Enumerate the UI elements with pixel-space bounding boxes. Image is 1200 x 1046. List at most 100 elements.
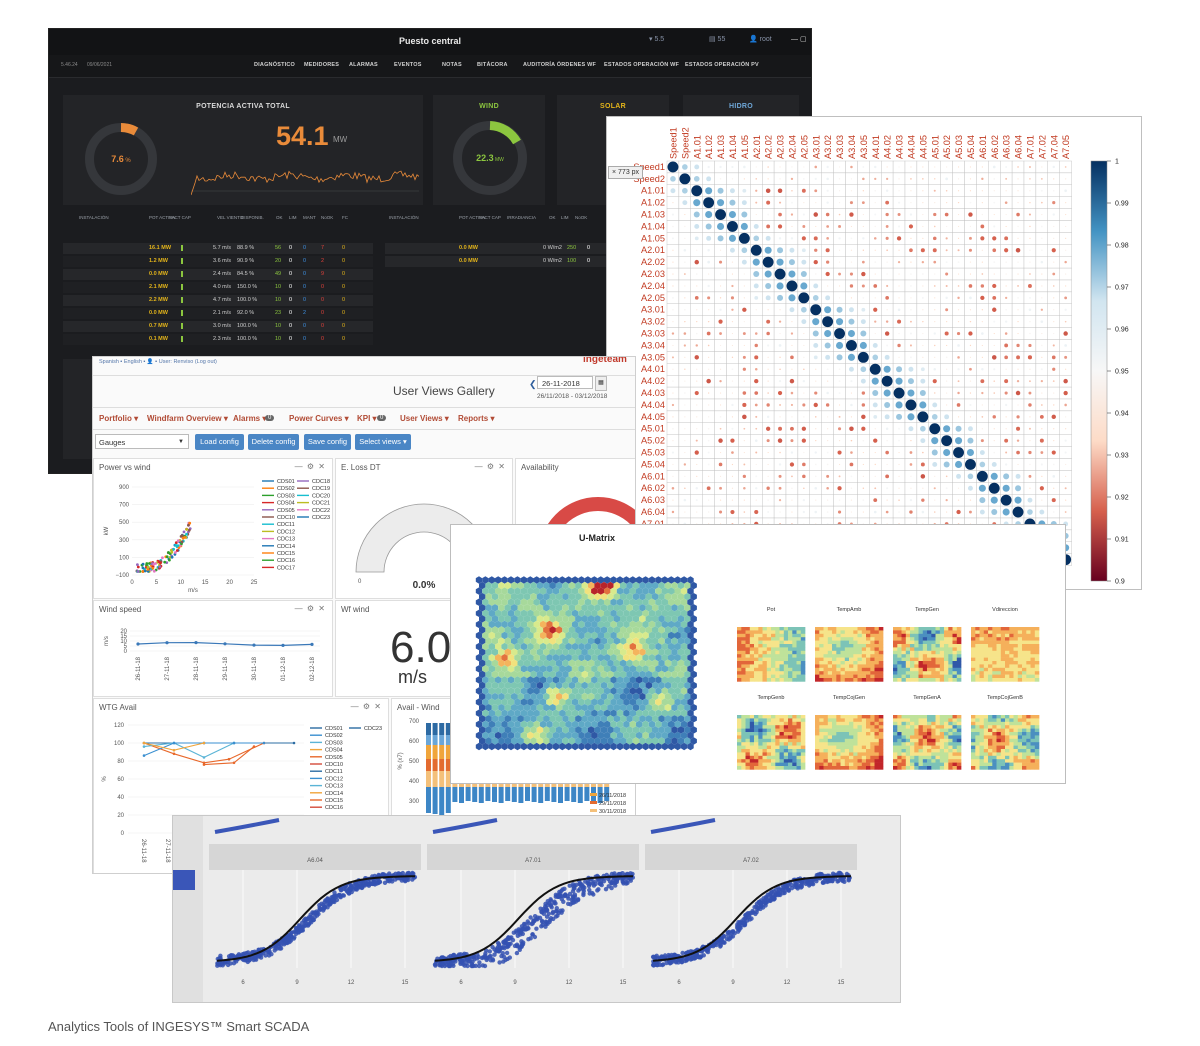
nav-estados-wf[interactable]: ESTADOS OPERACIÓN WF (604, 62, 680, 68)
hex-cell (543, 593, 550, 601)
data-point (141, 562, 145, 566)
hex-cell (587, 715, 595, 723)
widget-controls[interactable]: — ⚙ ✕ (294, 604, 326, 613)
corr-dot (741, 259, 747, 265)
table-row[interactable]: 0.7 MW 3.0 m/s 100.0 % 10 0 0 0 0 (63, 321, 373, 332)
corr-dot (719, 356, 722, 359)
hex-cell (636, 654, 643, 662)
menu-user-views[interactable]: User Views ▾ (400, 414, 449, 423)
widget-title: Power vs wind (99, 463, 151, 472)
corr-dot (826, 391, 829, 395)
hex-cell (491, 737, 499, 745)
hex-cell (636, 642, 643, 651)
menu-kpi[interactable]: KPI ▾ (357, 414, 377, 423)
table-cell: 88.9 % (237, 245, 255, 251)
select-views-button[interactable]: Select views ▾ (355, 434, 411, 450)
date-label: 09/06/2021 (87, 62, 113, 68)
column-header: POT ACTIVA (149, 215, 176, 220)
column-header: INSTALACIÓN (79, 215, 109, 220)
hex-cell (632, 670, 640, 679)
hex-cell (578, 687, 585, 695)
menu-reports[interactable]: Reports ▾ (458, 414, 495, 423)
hex-cell (626, 626, 633, 634)
widget-controls[interactable]: — ⚙ ✕ (350, 702, 382, 711)
nav-eventos[interactable]: EVENTOS (394, 62, 422, 68)
table-row[interactable]: 0.0 MW 2.1 m/s 92.0 % 23 0 2 0 0 (63, 308, 373, 319)
hex-cell (642, 576, 649, 584)
menu-power-curves[interactable]: Power Curves ▾ (289, 414, 349, 423)
menu-windfarm-overview[interactable]: Windfarm Overview ▾ (147, 414, 228, 423)
table-row[interactable]: 1.2 MW 3.6 m/s 90.9 % 20 0 0 2 0 (63, 256, 373, 267)
corr-dot (873, 284, 878, 288)
corr-dot (1014, 496, 1022, 504)
corr-dot (1015, 473, 1021, 479)
save-config-button[interactable]: Save config (304, 434, 351, 450)
widget-controls[interactable]: — ⚙ ✕ (294, 462, 326, 471)
corr-dot (934, 202, 936, 204)
hex-cell (680, 731, 688, 740)
corr-dot (718, 319, 723, 324)
table-row[interactable]: 0.0 MW 2.4 m/s 84.5 % 49 0 0 9 0 (63, 269, 373, 280)
user-menu[interactable]: 👤 root (749, 36, 772, 43)
table-row[interactable]: 0.0 MW 0 W/m2 250 0 (385, 243, 625, 254)
bar-segment (577, 787, 583, 803)
nav-bitacora[interactable]: BITÁCORA (477, 62, 508, 68)
hex-cell (539, 665, 547, 673)
nav-diagnostico[interactable]: DIAGNÓSTICO (254, 62, 296, 68)
corr-dot (849, 307, 854, 313)
server-indicator[interactable]: ▾ 5.5 (649, 36, 665, 43)
hex-cell (485, 659, 492, 667)
hex-cell (680, 631, 688, 640)
hex-cell (648, 631, 656, 640)
nav-estados-pv[interactable]: ESTADOS OPERACIÓN PV (685, 62, 759, 68)
menu-alarms[interactable]: Alarms ▾ (233, 414, 267, 423)
y-tick: 600 (409, 739, 420, 745)
nav-auditoria[interactable]: AUDITORÍA ÓRDENES WF (523, 62, 597, 68)
widget-controls[interactable]: — ⚙ ✕ (474, 462, 506, 471)
corr-dot (976, 470, 988, 482)
corr-dot (728, 211, 736, 219)
corr-dot (933, 511, 936, 513)
hex-cell (597, 576, 604, 584)
table-row[interactable]: 16.1 MW 5.7 m/s 88.9 % 56 0 0 7 0 (63, 243, 373, 254)
bar-segment (439, 787, 445, 815)
table-row[interactable]: 2.1 MW 4.0 m/s 150.0 % 10 0 0 0 0 (63, 282, 373, 293)
delete-config-button[interactable]: Delete config (248, 434, 299, 450)
legend-label: CDC19 (312, 486, 330, 492)
table-row[interactable]: 0.1 MW 2.3 m/s 100.0 % 10 0 0 0 0 (63, 334, 373, 345)
corr-dot (1005, 165, 1008, 168)
hex-cell (555, 604, 563, 612)
x-tick: 29-11-18 (223, 656, 229, 680)
corr-dot (862, 177, 865, 181)
hex-cell (559, 698, 566, 706)
corr-dot (802, 510, 806, 514)
corr-dot (1053, 178, 1055, 180)
table-row[interactable]: 2.2 MW 4.7 m/s 100.0 % 10 0 0 0 0 (63, 295, 373, 306)
hex-cell (507, 620, 515, 629)
hex-cell (677, 648, 685, 656)
legend-label: CDS03 (277, 493, 295, 499)
table-cell: 92.0 % (237, 310, 255, 316)
view-select[interactable]: Gauges ▼ (95, 434, 189, 449)
hex-cell (636, 598, 643, 606)
load-config-button[interactable]: Load config (195, 434, 244, 450)
prev-date-icon[interactable]: ❮ (529, 379, 537, 389)
nav-notas[interactable]: NOTAS (442, 62, 462, 68)
corr-dot (743, 487, 746, 490)
hex-cell (664, 715, 672, 723)
hex-cell (578, 709, 585, 717)
hex-cell (501, 576, 508, 584)
language-user-bar[interactable]: Spanish ▪ English ▪ 👤 ▪ User: Renviso (L… (99, 359, 217, 365)
date-input[interactable]: 26-11-2018 (537, 376, 593, 389)
x-tick: 10 (177, 580, 184, 586)
messages-indicator[interactable]: ▤ 55 (709, 36, 726, 43)
window-controls[interactable]: — ▢ (791, 36, 807, 43)
nav-alarmas[interactable]: ALARMAS (349, 62, 378, 68)
calendar-icon[interactable]: ▦ (595, 376, 607, 391)
hex-cell (571, 687, 579, 695)
table-row[interactable]: 0.0 MW 0 W/m2 100 0 (385, 256, 625, 267)
hex-cell (671, 604, 678, 612)
nav-medidores[interactable]: MEDIDORES (304, 62, 340, 68)
corr-dot (1065, 237, 1067, 239)
menu-portfolio[interactable]: Portfolio ▾ (99, 414, 139, 423)
